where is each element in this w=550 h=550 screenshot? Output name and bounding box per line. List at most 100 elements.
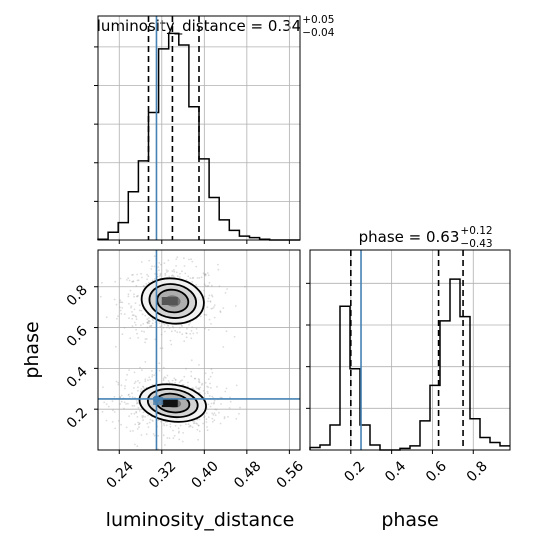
- scatter-point: [219, 311, 222, 314]
- scatter-point: [170, 343, 173, 346]
- scatter-point: [210, 323, 212, 325]
- scatter-point: [137, 337, 140, 339]
- scatter-point: [234, 305, 237, 307]
- scatter-point: [176, 275, 179, 278]
- scatter-point: [192, 276, 195, 279]
- hist-luminosity-distance-panel: [94, 15, 301, 244]
- scatter-point: [148, 325, 151, 327]
- ld-tick-label: 0.24: [104, 458, 137, 491]
- scatter-point: [192, 387, 195, 390]
- scatter-point: [120, 301, 122, 304]
- scatter-point: [151, 375, 154, 378]
- scatter-point: [177, 431, 180, 434]
- joint-truth-marker: [152, 395, 160, 403]
- scatter-point: [92, 396, 94, 398]
- phase-hist-frame: [309, 249, 511, 451]
- scatter-point: [131, 317, 134, 320]
- scatter-point: [128, 369, 131, 371]
- scatter-point: [134, 315, 137, 317]
- scatter-point: [142, 415, 145, 418]
- scatter-point: [124, 387, 126, 390]
- scatter-point: [138, 304, 141, 307]
- scatter-point: [137, 386, 139, 389]
- scatter-point: [140, 324, 142, 327]
- scatter-point: [189, 424, 192, 427]
- ld-tick-label: 0.56: [274, 458, 307, 491]
- scatter-point: [151, 419, 154, 422]
- scatter-point: [209, 301, 212, 303]
- scatter-point: [174, 379, 177, 382]
- scatter-point: [138, 426, 140, 428]
- scatter-point: [131, 325, 134, 327]
- scatter-point: [144, 378, 147, 381]
- ld-tick-label: 0.32: [146, 458, 179, 491]
- joint-frame: [97, 249, 301, 451]
- density-core: [161, 399, 178, 408]
- scatter-point: [133, 308, 136, 311]
- scatter-point: [191, 387, 194, 389]
- phase-tick-label-bottom: 0.8: [464, 458, 491, 485]
- scatter-point: [184, 272, 187, 275]
- scatter-point: [144, 338, 147, 340]
- scatter-point: [117, 383, 120, 386]
- scatter-point: [128, 317, 130, 320]
- scatter-point: [213, 401, 215, 404]
- scatter-point: [203, 289, 205, 292]
- scatter-point: [147, 414, 149, 417]
- scatter-point: [142, 323, 145, 325]
- scatter-point: [140, 330, 143, 333]
- scatter-point: [210, 307, 213, 310]
- scatter-point: [159, 275, 161, 277]
- scatter-point: [233, 335, 236, 338]
- scatter-point: [157, 266, 160, 268]
- scatter-point: [182, 432, 185, 434]
- scatter-point: [191, 326, 194, 329]
- scatter-point: [219, 310, 222, 313]
- scatter-point: [132, 430, 134, 432]
- scatter-point: [138, 422, 141, 425]
- scatter-point: [190, 370, 193, 373]
- scatter-point: [114, 345, 117, 348]
- scatter-point: [158, 369, 161, 372]
- scatter-point: [158, 322, 161, 325]
- scatter-point: [127, 277, 130, 280]
- scatter-point: [189, 321, 192, 324]
- scatter-point: [206, 285, 209, 288]
- scatter-point: [150, 325, 152, 327]
- scatter-point: [141, 276, 143, 279]
- scatter-point: [206, 272, 209, 274]
- scatter-point: [128, 279, 131, 282]
- scatter-point: [151, 265, 153, 268]
- scatter-point: [198, 379, 201, 381]
- scatter-point: [168, 381, 171, 384]
- scatter-point: [213, 304, 216, 306]
- scatter-point: [144, 416, 147, 418]
- scatter-point: [102, 386, 104, 388]
- scatter-point: [218, 411, 220, 414]
- scatter-point: [190, 359, 193, 362]
- scatter-point: [180, 324, 183, 326]
- scatter-point: [130, 306, 132, 309]
- scatter-point: [203, 416, 206, 419]
- scatter-point: [159, 325, 162, 328]
- scatter-point: [207, 274, 210, 277]
- scatter-point: [148, 320, 151, 323]
- scatter-point: [205, 421, 208, 423]
- scatter-point: [191, 426, 194, 429]
- scatter-point: [131, 274, 133, 276]
- scatter-point: [162, 366, 165, 369]
- scatter-point: [165, 326, 168, 329]
- scatter-point: [154, 273, 156, 275]
- scatter-point: [163, 423, 165, 425]
- scatter-point: [146, 321, 149, 324]
- scatter-point: [129, 289, 132, 292]
- scatter-point: [142, 411, 145, 414]
- scatter-point: [201, 382, 204, 385]
- scatter-point: [210, 368, 213, 371]
- scatter-point: [131, 280, 134, 283]
- scatter-point: [235, 417, 238, 420]
- scatter-point: [127, 293, 130, 296]
- scatter-point: [175, 265, 178, 267]
- scatter-point: [222, 346, 225, 348]
- scatter-point: [162, 322, 165, 325]
